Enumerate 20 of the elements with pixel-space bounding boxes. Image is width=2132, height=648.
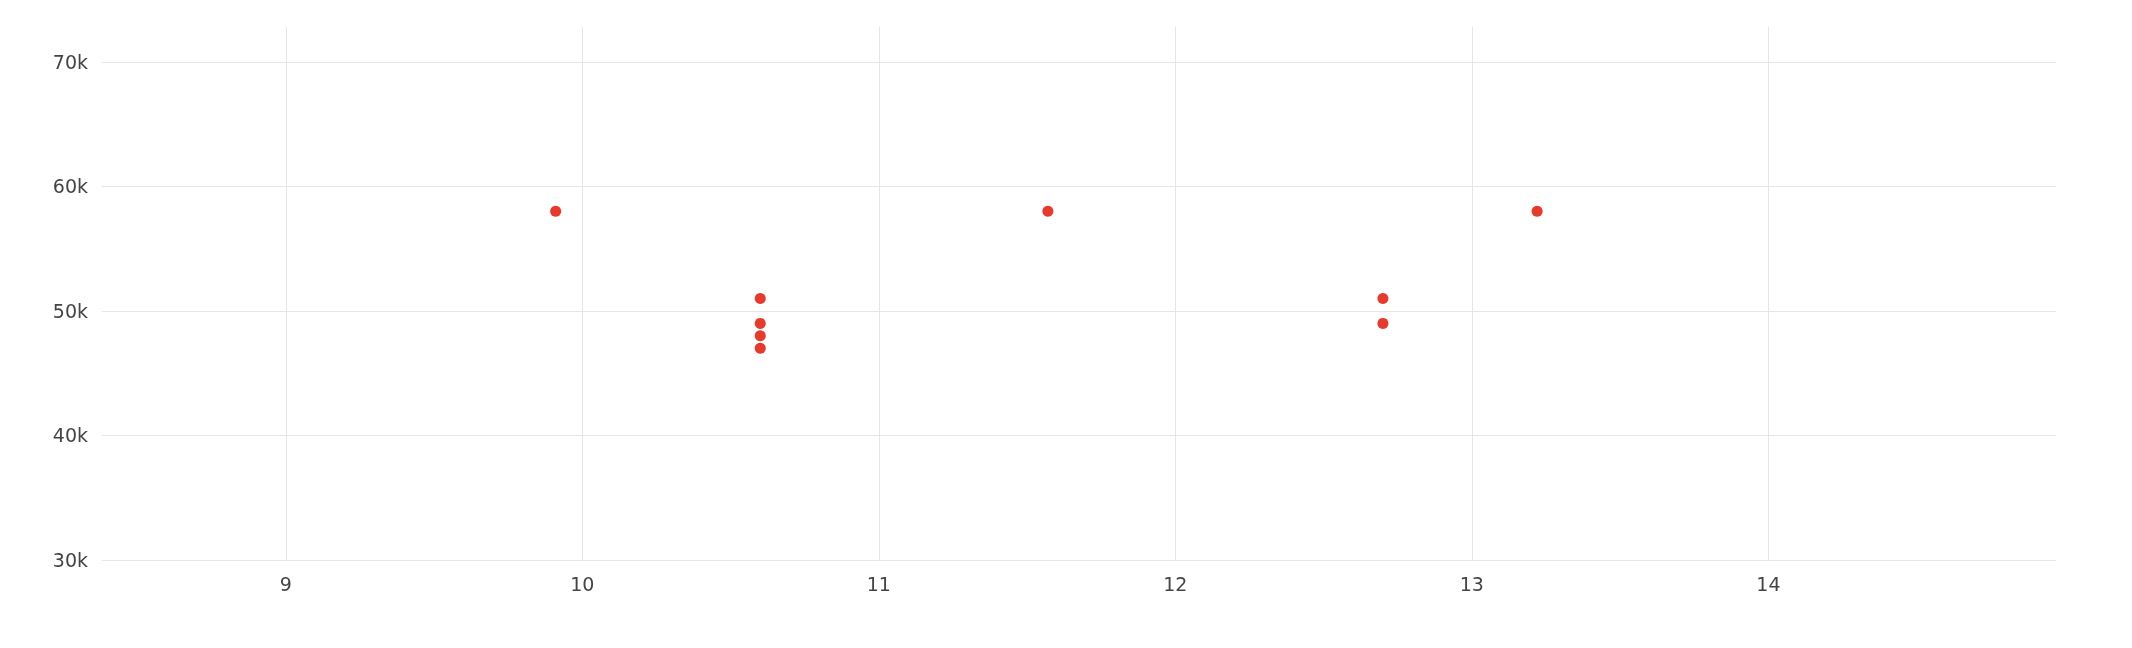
point — [754, 317, 766, 329]
x-tick-label: 14 — [1756, 572, 1781, 595]
point — [754, 330, 766, 342]
point — [1531, 205, 1543, 217]
y-tick-label: 40k — [52, 424, 88, 447]
x-tick-label: 13 — [1459, 572, 1484, 595]
y-tick-label: 50k — [52, 299, 88, 322]
point — [754, 292, 766, 304]
point — [1377, 292, 1389, 304]
x-tick-label: 12 — [1163, 572, 1188, 595]
y-tick-label: 60k — [52, 175, 88, 198]
point — [1042, 205, 1054, 217]
x-tick-label: 11 — [866, 572, 891, 595]
point — [1377, 317, 1389, 329]
y-tick-label: 70k — [52, 50, 88, 73]
x-tick-label: 10 — [570, 572, 595, 595]
point — [754, 342, 766, 354]
point — [550, 205, 562, 217]
x-tick-label: 9 — [279, 572, 292, 595]
y-tick-label: 30k — [52, 549, 88, 571]
